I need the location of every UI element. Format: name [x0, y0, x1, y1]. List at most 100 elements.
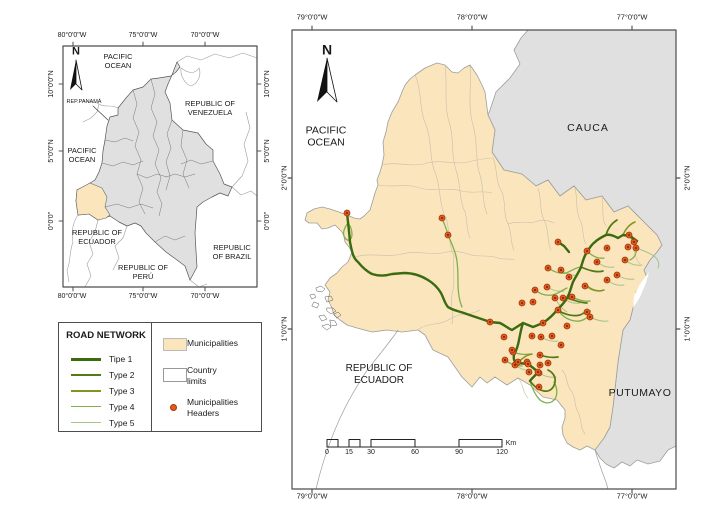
inset-north-arrow-left [70, 60, 76, 90]
coastal-islands-4 [318, 314, 328, 322]
inset-map-colombia [58, 41, 262, 292]
municipal-boundaries-15 [517, 377, 529, 399]
roads-type4-2 [547, 266, 582, 274]
country-border-lines-1 [594, 449, 609, 490]
municipality-header-dot-core [542, 322, 544, 324]
coastal-islands-0 [315, 285, 326, 293]
legend-item-label: Type 4 [109, 402, 135, 412]
municipality-header-dot-core [560, 269, 562, 271]
coastal-islands-8 [309, 293, 317, 300]
municipality-header-dot-core [546, 286, 548, 288]
municipality-header-dot-core [624, 259, 626, 261]
road-type5-swatch [71, 422, 101, 423]
main-xtick-77w-bottom: 77°0'0"W [616, 491, 648, 501]
municipality-header-dot-core [633, 241, 635, 243]
inset-country-lines-8 [189, 279, 208, 288]
municipality-header-dot-core [551, 335, 553, 337]
legend-box: ROAD NETWORK Tipe 1 Type 2 Type 3 Type 4… [58, 322, 262, 432]
municipality-header-dot-core [627, 246, 629, 248]
municipality-header-dot-core [562, 297, 564, 299]
coastal-islands-6 [321, 323, 332, 331]
municipality-header-dot-core [584, 285, 586, 287]
municipal-boundaries-3 [381, 157, 494, 166]
municipality-header-dot-core [557, 241, 559, 243]
roads-type3-2 [622, 221, 636, 236]
municipality-header-dot-core [547, 267, 549, 269]
colombia-country [75, 61, 233, 281]
main-ytick-2n-right: 2°0'0"N [682, 165, 692, 191]
colombia-department-lines-6 [104, 203, 154, 209]
colombia-department-lines-10 [165, 173, 196, 178]
municipal-boundaries-0 [414, 74, 455, 257]
inset-country-lines-3 [231, 186, 258, 197]
inset-xtick-80w-top: 80°0'0"W [57, 31, 87, 39]
inset-country-lines-0 [176, 52, 258, 63]
road-type2-swatch [71, 374, 101, 376]
municipality-header-dot-core [346, 212, 348, 214]
inset-country-lines-2 [231, 111, 251, 188]
inset-country-lines-7 [84, 219, 99, 288]
inset-ytick-0-right: 0°0'0" [263, 211, 271, 231]
roads-type1-0 [345, 211, 545, 332]
colombia-department-lines-1 [150, 78, 163, 217]
municipality-header-dot-core [540, 336, 542, 338]
scale-bar-4 [458, 439, 503, 448]
scale-bar-1 [326, 439, 339, 448]
colombia-department-lines-3 [104, 137, 134, 143]
inset-country-lines-5 [82, 103, 100, 123]
municipality-header-dot-core [538, 386, 540, 388]
municipal-boundaries-13 [451, 255, 455, 325]
legend-row-type3: Type 3 [59, 384, 151, 398]
white-notch [633, 272, 649, 308]
municipality-header-dot-core [596, 261, 598, 263]
main-ticks-3 [675, 177, 681, 330]
municipality-header-dot-core [539, 364, 541, 366]
municipality-header-dot-core [527, 363, 529, 365]
roads-type1-1 [541, 233, 639, 325]
coastal-islands-3 [326, 307, 337, 315]
municipality-header-dot-core [489, 321, 491, 323]
municipality-header-swatch-dot [170, 404, 177, 411]
legend-row-type2: Type 2 [59, 368, 151, 382]
inset-xtick-80w-bottom: 80°0'0"W [57, 292, 87, 300]
municipal-boundaries-10 [574, 187, 587, 245]
main-ticks-1 [311, 488, 633, 494]
legend-item-label: Type 2 [109, 370, 135, 380]
municipality-header-dot-core [531, 335, 533, 337]
municipal-boundaries-5 [354, 250, 469, 258]
country-border-lines-0 [315, 329, 399, 490]
municipality-header-dot-core [447, 234, 449, 236]
municipality-header-dot-core [635, 247, 637, 249]
municipality-header-dot-core [566, 325, 568, 327]
municipality-header-dot-core [534, 289, 536, 291]
municipal-boundaries-9 [537, 187, 552, 251]
main-north-arrow-right [326, 57, 338, 103]
municipality-header-dot-core [537, 371, 539, 373]
municipality-header-dot-core [568, 276, 570, 278]
municipality-header-dot-core [586, 250, 588, 252]
road-type1-swatch [71, 358, 101, 361]
municipal-boundaries-14 [561, 369, 586, 435]
municipalities-swatch [163, 338, 187, 351]
municipality-header-dot-core [554, 297, 556, 299]
municipal-boundaries-4 [377, 184, 493, 194]
inset-xtick-75w-bottom: 75°0'0"W [128, 292, 158, 300]
main-ticks-2 [287, 177, 293, 330]
municipal-boundaries-1 [444, 64, 471, 239]
legend-divider [151, 323, 152, 431]
country-limits-swatch [163, 368, 187, 382]
roads-type3-0 [586, 285, 605, 292]
municipality-header-dot-core [547, 362, 549, 364]
legend-row-tipe1: Tipe 1 [59, 352, 151, 366]
inset-frame [62, 45, 258, 288]
inset-ticks-3 [256, 83, 262, 222]
roads-type4-9 [529, 380, 558, 404]
municipality-header-dot-core [539, 354, 541, 356]
inset-ytick-5n-right: 5°0'0"N [263, 139, 271, 163]
road-type3-swatch [71, 390, 101, 392]
colombia-department-lines-4 [101, 160, 144, 167]
municipal-boundaries-8 [507, 219, 555, 225]
legend-municipalities-label: Municipalities [187, 338, 239, 348]
colombia-department-lines-9 [180, 159, 214, 165]
